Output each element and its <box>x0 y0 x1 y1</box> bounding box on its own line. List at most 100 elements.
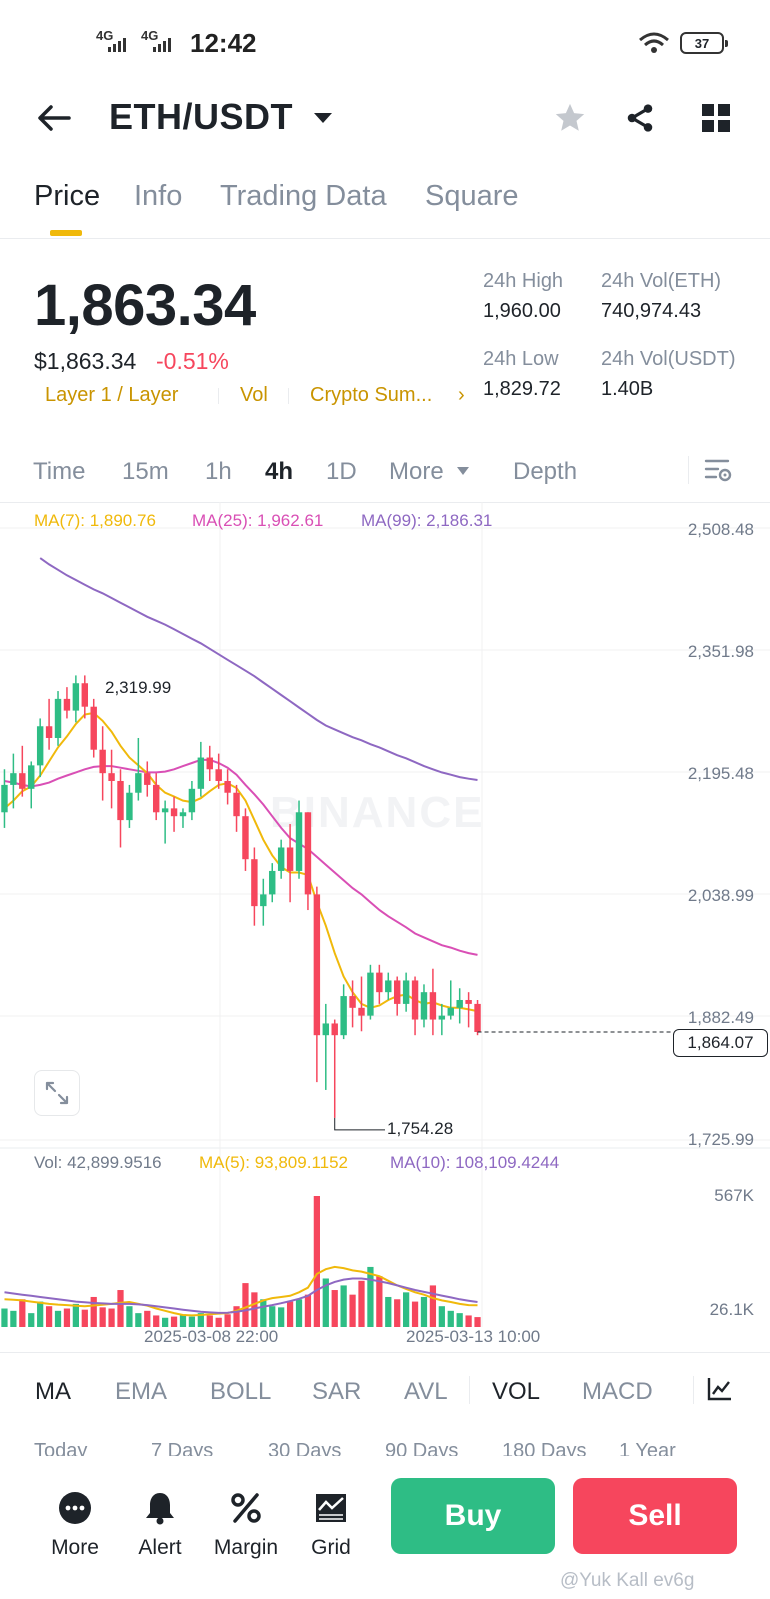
usd-price: $1,863.34 <box>34 348 137 374</box>
volume-bar <box>429 1285 437 1327</box>
expand-icon[interactable] <box>34 1070 80 1116</box>
candle-body <box>72 683 80 711</box>
volume-bar <box>251 1292 258 1327</box>
tab-square[interactable]: Square <box>425 180 519 212</box>
caret-down-icon[interactable] <box>456 466 470 476</box>
alert-button[interactable]: Alert <box>122 1488 198 1560</box>
volume-bar <box>438 1306 445 1327</box>
volume-bar <box>188 1316 196 1327</box>
volume-axis-label: 26.1K <box>709 1300 754 1319</box>
star-icon[interactable] <box>552 100 588 136</box>
price-axis-label: 1,725.99 <box>687 1130 754 1149</box>
divider <box>0 1352 770 1353</box>
tab-price[interactable]: Price <box>34 180 101 212</box>
low-marker-label: 1,754.28 <box>387 1119 454 1138</box>
buy-button[interactable]: Buy <box>391 1478 555 1554</box>
price-axis-label: 1,882.49 <box>687 1008 754 1027</box>
candle-body <box>269 870 276 895</box>
volume-bar <box>394 1299 401 1327</box>
sell-button[interactable]: Sell <box>573 1478 737 1554</box>
volume-bar <box>117 1290 124 1327</box>
ma99-line <box>39 557 478 781</box>
volume-bar <box>465 1315 472 1327</box>
price-axis-label: 2,351.98 <box>687 642 754 661</box>
candle-body <box>188 788 196 813</box>
volume-bar <box>179 1314 187 1327</box>
divider <box>218 388 219 404</box>
caret-down-icon[interactable] <box>310 108 336 128</box>
timeframe-time[interactable]: Time <box>33 458 86 485</box>
volume-bar <box>28 1313 35 1327</box>
vol-ma10-legend: MA(10): 108,109.4244 <box>390 1153 560 1172</box>
timeframe-1d[interactable]: 1D <box>326 458 357 485</box>
wifi-icon <box>639 32 669 53</box>
volume-bar <box>126 1306 133 1327</box>
candle-body <box>197 757 205 789</box>
candle-body <box>242 816 249 860</box>
indicator-boll[interactable]: BOLL <box>210 1378 272 1405</box>
watermark-credit: @Yuk Kall ev6g <box>560 1570 695 1591</box>
timeframe-depth[interactable]: Depth <box>513 458 578 485</box>
tag-crypto-summary[interactable]: Crypto Sum... <box>310 384 433 406</box>
tag-vol[interactable]: Vol <box>240 384 268 406</box>
tab-trading-data[interactable]: Trading Data <box>220 180 387 212</box>
grid-icon[interactable] <box>698 100 734 136</box>
volume-bar <box>197 1313 204 1327</box>
candle-body <box>349 996 356 1008</box>
stat-24h-low-value: 1,829.72 <box>483 378 561 400</box>
timeframe-15m[interactable]: 15m <box>122 458 169 485</box>
candle-body <box>420 992 428 1020</box>
pair-title[interactable]: ETH/USDT <box>109 96 293 137</box>
ma25-line <box>4 758 478 956</box>
volume-bar <box>376 1276 383 1327</box>
indicator-avl[interactable]: AVL <box>404 1378 448 1405</box>
timeframe-1h[interactable]: 1h <box>205 458 232 485</box>
indicator-ma[interactable]: MA <box>35 1378 71 1405</box>
candle-body <box>331 1023 338 1036</box>
margin-button[interactable]: Margin <box>208 1488 284 1560</box>
volume-bar <box>349 1294 356 1327</box>
share-icon[interactable] <box>622 100 658 136</box>
candle-body <box>304 812 312 895</box>
volume-bar <box>170 1316 178 1327</box>
volume-bar <box>313 1196 320 1327</box>
timeframe-4h[interactable]: 4h <box>265 458 294 485</box>
volume-bar <box>295 1299 303 1327</box>
candle-body <box>81 683 89 707</box>
more-label: More <box>51 1536 99 1559</box>
candle-body <box>63 698 71 711</box>
tab-info[interactable]: Info <box>134 180 183 212</box>
candle-body <box>45 726 53 738</box>
battery-indicator: 37 <box>680 32 728 54</box>
tag-layer[interactable]: Layer 1 / Layer <box>45 384 179 406</box>
indicator-vol[interactable]: VOL <box>492 1378 541 1405</box>
chart-settings-icon[interactable] <box>704 458 732 484</box>
candle-body <box>260 894 267 907</box>
indicator-ema[interactable]: EMA <box>115 1378 168 1405</box>
candle-body <box>179 812 187 817</box>
more-button[interactable]: More <box>37 1488 113 1560</box>
stat-24h-high-label: 24h High <box>483 270 564 292</box>
candlestick-chart[interactable] <box>0 502 770 1352</box>
volume-bar <box>81 1309 88 1327</box>
divider <box>469 1376 470 1404</box>
volume-bar <box>10 1310 17 1327</box>
candle-body <box>170 808 178 817</box>
volume-bar <box>304 1294 312 1327</box>
chevron-right-icon[interactable]: › <box>458 384 465 406</box>
indicator-sar[interactable]: SAR <box>312 1378 362 1405</box>
candle-body <box>456 999 463 1008</box>
indicator-macd[interactable]: MACD <box>582 1378 653 1405</box>
grid-button[interactable]: Grid <box>293 1488 369 1560</box>
candle-body <box>90 706 97 750</box>
volume-bar <box>456 1313 463 1327</box>
timeframe-more[interactable]: More <box>389 458 444 485</box>
arrow-left-icon[interactable] <box>34 100 74 136</box>
volume-bar <box>153 1315 160 1327</box>
high-marker-label: 2,319.99 <box>105 678 172 697</box>
candle-body <box>28 765 35 789</box>
indicator-settings-icon[interactable] <box>706 1376 734 1402</box>
volume-bar <box>260 1299 267 1327</box>
volume-bar <box>474 1317 481 1327</box>
last-price: 1,863.34 <box>34 273 256 338</box>
